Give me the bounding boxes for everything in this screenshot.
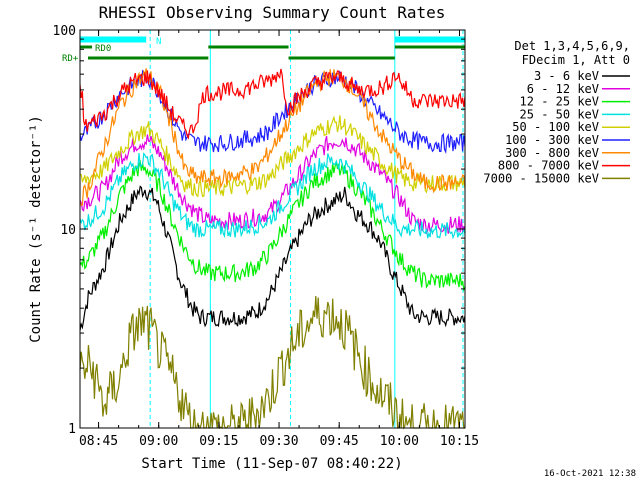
legend-label-800-7000-kev: 800 - 7000 keV xyxy=(498,159,599,173)
legend-label-300-800-kev: 300 - 800 keV xyxy=(505,146,599,160)
series-line-300-800-kev xyxy=(79,68,466,206)
legend-label-100-300-kev: 100 - 300 keV xyxy=(505,133,599,147)
legend-header-1: FDecim 1, Att 0 xyxy=(522,53,630,67)
x-tick-label-09-30: 09:30 xyxy=(259,434,298,449)
series-line-25-50-kev xyxy=(79,152,466,240)
legend-label-7000-15000-kev: 7000 - 15000 keV xyxy=(483,171,599,185)
series-line-12-25-kev xyxy=(79,159,466,292)
legend-label-50-100-kev: 50 - 100 keV xyxy=(512,120,599,134)
series-line-800-7000-kev xyxy=(79,68,466,140)
legend-label-3-6-kev: 3 - 6 keV xyxy=(534,69,599,83)
x-tick-label-09-15: 09:15 xyxy=(199,434,238,449)
legend-label-12-25-kev: 12 - 25 keV xyxy=(520,95,599,109)
x-tick-label-10-00: 10:00 xyxy=(380,434,419,449)
series-line-6-12-kev xyxy=(79,134,466,234)
chart-title: RHESSI Observing Summary Count Rates xyxy=(99,3,446,22)
x-tick-label-09-45: 09:45 xyxy=(320,434,359,449)
legend-label-6-12-kev: 6 - 12 keV xyxy=(527,82,599,96)
y-tick-label-1: 1 xyxy=(68,422,76,437)
state-bar-label-n: N xyxy=(156,37,161,47)
y-axis-label: Count Rate (s⁻¹ detector⁻¹) xyxy=(28,115,44,343)
y-tick-label-10: 10 xyxy=(60,223,76,238)
y-tick-label-100: 100 xyxy=(53,24,76,39)
series-line-50-100-kev xyxy=(79,115,466,198)
x-tick-label-09-00: 09:00 xyxy=(139,434,178,449)
state-bar-label-rd: RD+ xyxy=(62,54,79,64)
x-tick-label-10-15: 10:15 xyxy=(440,434,479,449)
legend-header-0: Det 1,3,4,5,6,9, xyxy=(514,39,630,53)
state-bar-label-rd0: RD0 xyxy=(95,44,111,54)
x-axis-label: Start Time (11-Sep-07 08:40:22) xyxy=(141,456,402,472)
legend-label-25-50-kev: 25 - 50 keV xyxy=(520,107,599,121)
series-line-7000-15000-kev xyxy=(79,295,465,430)
timestamp: 16-Oct-2021 12:38 xyxy=(544,469,636,479)
x-tick-label-08-45: 08:45 xyxy=(79,434,118,449)
series-line-3-6-kev xyxy=(79,185,466,331)
